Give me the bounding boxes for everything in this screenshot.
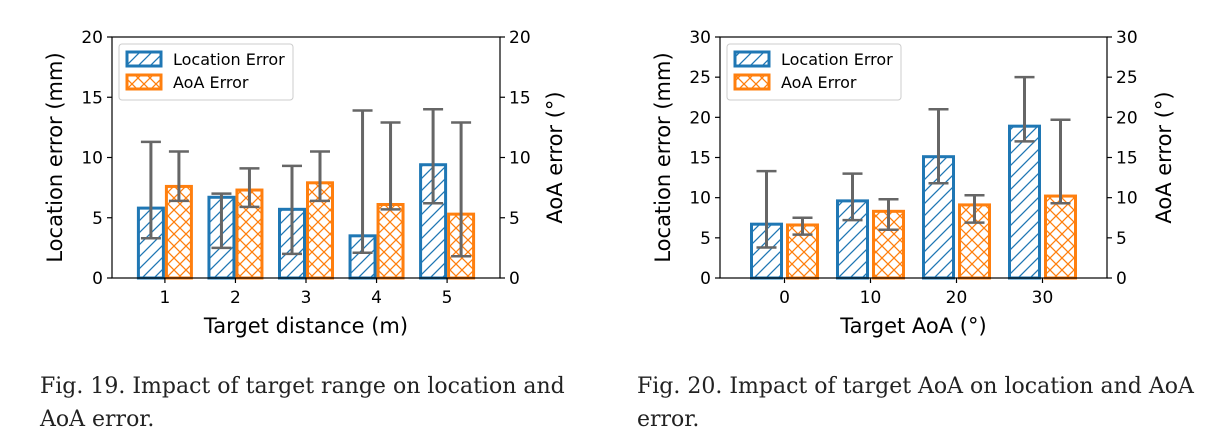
y-tick-label: 15 [81,88,103,108]
legend-swatch-aoa [733,73,771,91]
legend: Location Error AoA Error [118,43,294,101]
bar-aoa-4 [376,202,405,280]
y-tick-label: 15 [689,149,711,169]
y2-tick-label: 10 [1116,189,1138,209]
y-tick-label: 25 [689,68,711,88]
figure-19-caption: Fig. 19. Impact of target range on locat… [40,374,565,432]
y-tick-label: 30 [689,28,711,48]
x-tick-label: 5 [442,288,453,308]
errorbar-location-1 [140,140,161,240]
x-tick-label: 10 [860,288,882,308]
errorbar-location-10 [842,172,863,222]
errorbar-location-0 [756,169,777,249]
y-tick-label: 20 [689,108,711,128]
errorbar-aoa-4 [380,121,401,211]
y-axis-label: Location error (mm) [651,52,675,262]
legend-label-aoa: AoA Error [173,73,249,92]
errorbar-location-30 [1014,75,1035,143]
y2-tick-label: 15 [509,88,531,108]
y2-tick-label: 15 [1116,149,1138,169]
errorbar-aoa-30 [1050,118,1071,205]
x-axis-label: Target distance (m) [203,314,408,338]
errorbar-location-20 [928,108,949,185]
x-tick-label: 1 [159,288,170,308]
bar-location-4 [348,234,377,280]
figure-20-caption: Fig. 20. Impact of target AoA on locatio… [637,374,1194,432]
y2-axis-label: AoA error (°) [543,91,567,223]
legend-label-location: Location Error [173,50,285,69]
y-tick-label: 10 [81,149,103,169]
y-tick-label: 0 [700,269,711,289]
errorbar-aoa-3 [310,150,330,203]
y2-tick-label: 10 [509,149,531,169]
chart-2: 0 5 10 15 20 25 30 0 5 10 15 20 25 30 0 10 20 30 Target Ao… [651,28,1176,338]
y-tick-label: 5 [92,209,103,229]
x-tick-label: 20 [946,288,968,308]
y-tick-label: 0 [92,269,103,289]
x-tick-label: 3 [301,288,312,308]
errorbar-location-3 [282,164,302,256]
errorbar-aoa-1 [168,150,189,203]
errorbar-aoa-20 [964,194,985,224]
x-tick-label: 30 [1032,288,1054,308]
errorbar-location-2 [211,192,232,250]
legend-label-location: Location Error [781,50,893,69]
x-tick-label: 0 [779,288,790,308]
y2-tick-label: 0 [509,269,520,289]
y2-axis-label: AoA error (°) [1152,91,1176,223]
y2-tick-label: 0 [1116,269,1127,289]
y2-tick-label: 20 [509,28,531,48]
x-tick-label: 4 [371,288,382,308]
legend-swatch-aoa [125,73,163,91]
errorbar-aoa-10 [878,198,899,232]
legend-label-aoa: AoA Error [781,73,857,92]
y-tick-label: 10 [689,189,711,209]
errorbar-aoa-5 [451,121,472,258]
y2-tick-label: 25 [1116,68,1138,88]
legend-swatch-location [733,50,771,68]
errorbar-location-4 [352,109,373,254]
bar-aoa-30 [1044,194,1077,280]
y2-tick-label: 30 [1116,28,1138,48]
errorbar-aoa-2 [239,167,260,209]
y-tick-label: 5 [700,229,711,249]
errorbar-aoa-0 [792,216,813,236]
legend-swatch-location [125,50,163,68]
y2-tick-label: 5 [509,209,520,229]
y-axis-label: Location error (mm) [43,52,67,262]
x-axis-label: Target AoA (°) [839,314,986,338]
x-tick-label: 2 [230,288,241,308]
y-tick-label: 20 [81,28,103,48]
bar-location-30 [1008,124,1041,280]
chart-1: 0 5 10 15 20 0 5 10 15 20 1 2 3 4 5 Target distance (m)… [43,28,567,338]
y2-tick-label: 20 [1116,108,1138,128]
errorbar-location-5 [423,108,444,205]
legend: Location Error AoA Error [726,43,902,101]
y2-tick-label: 5 [1116,229,1127,249]
